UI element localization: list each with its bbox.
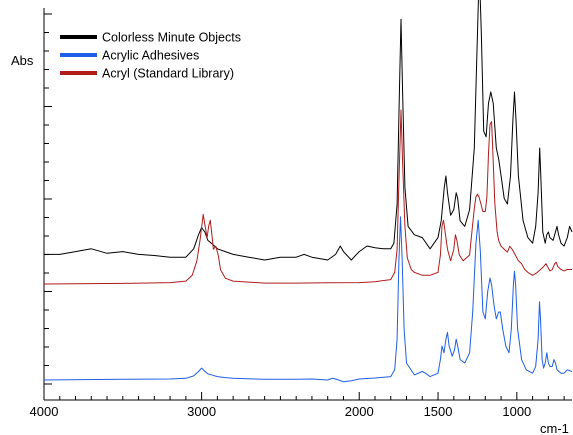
legend-label: Acryl (Standard Library)	[102, 67, 234, 81]
series-line-1	[44, 0, 573, 261]
spectrum-traces	[43, 0, 573, 383]
x-tick-label: 2000	[345, 404, 374, 419]
legend-label: Acrylic Adhesives	[102, 49, 199, 63]
x-axis: 4000 3000 2000 1500 1000	[30, 392, 572, 419]
x-tick-label: 4000	[30, 404, 59, 419]
series-line-3	[43, 109, 572, 285]
x-axis-label: cm-1	[540, 421, 569, 435]
y-axis	[43, 8, 52, 400]
x-tick-label: 1000	[502, 404, 531, 419]
legend-label: Colorless Minute Objects	[102, 31, 241, 45]
series-line-2	[43, 216, 573, 383]
y-axis-label: Abs	[11, 53, 34, 68]
x-tick-label: 1500	[424, 404, 453, 419]
x-tick-label: 3000	[187, 404, 216, 419]
legend: Colorless Minute Objects Acrylic Adhesive…	[60, 31, 241, 81]
